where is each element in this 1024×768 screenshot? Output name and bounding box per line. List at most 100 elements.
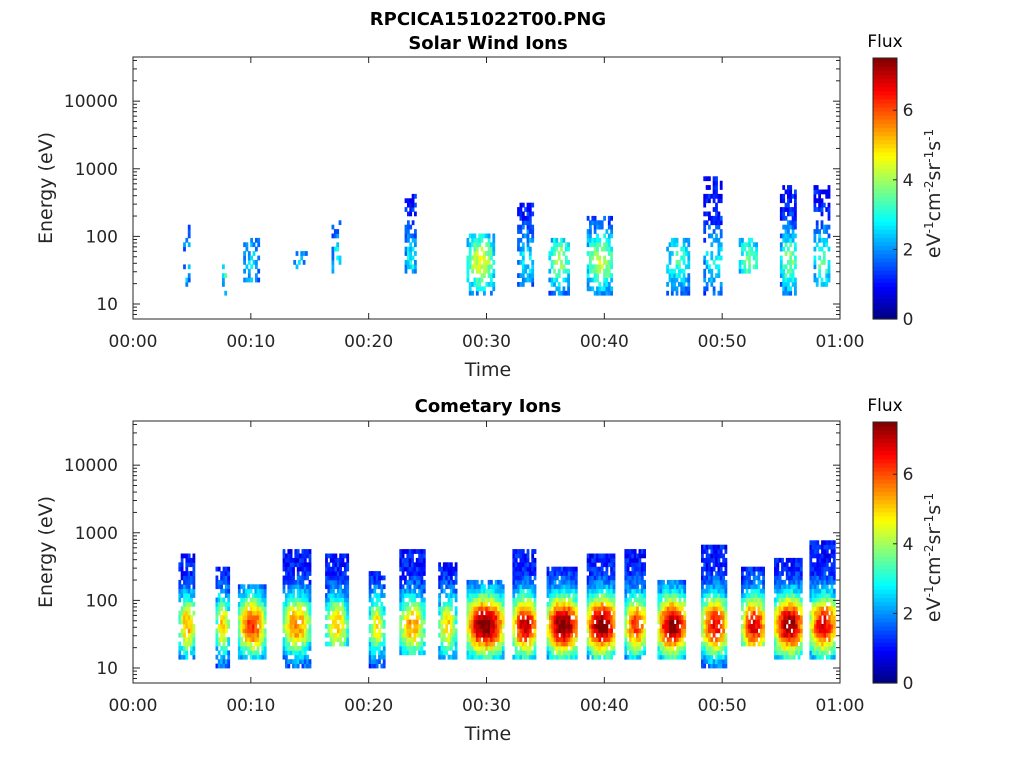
flux-cell — [490, 610, 493, 616]
flux-cell — [533, 601, 537, 607]
flux-cell — [825, 584, 829, 590]
colorbar-segment — [873, 249, 897, 255]
flux-cell — [820, 224, 824, 230]
flux-cell — [517, 282, 520, 287]
flux-cell — [346, 575, 350, 581]
flux-cell — [263, 593, 267, 598]
flux-cell — [454, 579, 458, 585]
flux-cell — [336, 571, 340, 576]
flux-cell — [778, 606, 782, 612]
flux-cell — [336, 557, 340, 563]
flux-cell — [483, 290, 486, 296]
flux-cell — [404, 237, 408, 243]
flux-cell — [610, 601, 613, 607]
flux-cell — [325, 562, 328, 568]
flux-cell — [409, 264, 413, 270]
flux-cell — [524, 575, 527, 581]
flux-cell — [701, 584, 704, 590]
flux-cell — [719, 553, 723, 559]
flux-cell — [563, 610, 566, 616]
flux-cell — [473, 255, 477, 261]
flux-cell — [490, 601, 493, 607]
flux-cell — [418, 593, 421, 598]
flux-cell — [558, 641, 562, 647]
flux-cell — [526, 615, 530, 620]
flux-cell — [447, 646, 451, 651]
flux-cell — [799, 597, 803, 603]
flux-cell — [252, 260, 256, 265]
flux-cell — [255, 260, 258, 265]
flux-cell — [636, 562, 639, 568]
flux-cell — [797, 624, 801, 629]
flux-cell — [556, 610, 559, 616]
flux-cell — [375, 610, 379, 616]
flux-cell — [785, 610, 789, 616]
flux-cell — [531, 615, 535, 620]
flux-cell — [815, 282, 819, 287]
flux-cell — [586, 610, 590, 616]
flux-cell — [820, 282, 824, 287]
flux-cell — [292, 557, 295, 563]
flux-cell — [717, 251, 721, 256]
flux-cell — [289, 637, 293, 642]
flux-cell — [757, 593, 761, 598]
flux-cell — [745, 242, 749, 248]
flux-cell — [743, 584, 747, 590]
flux-cell — [519, 273, 523, 278]
flux-cell — [799, 624, 803, 629]
flux-cell — [591, 584, 595, 590]
flux-cell — [603, 277, 606, 283]
flux-cell — [712, 597, 716, 603]
flux-cell — [567, 610, 571, 616]
flux-cell — [605, 619, 609, 625]
flux-cell — [574, 637, 578, 642]
flux-cell — [705, 624, 709, 629]
flux-cell — [748, 601, 751, 607]
flux-cell — [708, 553, 711, 559]
flux-cell — [567, 268, 570, 274]
flux-cell — [712, 650, 716, 656]
flux-cell — [371, 588, 374, 594]
flux-cell — [818, 237, 821, 243]
flux-cell — [743, 566, 747, 572]
flux-cell — [705, 220, 709, 226]
flux-cell — [556, 575, 559, 581]
flux-cell — [586, 601, 590, 607]
flux-cell — [818, 624, 822, 629]
flux-cell — [789, 260, 793, 265]
flux-cell — [811, 619, 815, 625]
flux-cell — [526, 202, 530, 208]
flux-cell — [521, 277, 525, 283]
flux-cell — [624, 650, 628, 656]
flux-cell — [242, 584, 246, 590]
flux-cell — [187, 579, 191, 585]
flux-cell — [329, 566, 333, 572]
flux-cell — [399, 624, 403, 629]
flux-cell — [487, 584, 491, 590]
flux-cell — [533, 637, 537, 642]
flux-cell — [292, 619, 295, 625]
flux-cell — [598, 571, 602, 576]
flux-cell — [556, 637, 559, 642]
flux-cell — [708, 193, 711, 199]
flux-cell — [418, 557, 421, 563]
flux-cell — [334, 632, 338, 638]
flux-cell — [528, 615, 532, 620]
flux-cell — [818, 189, 821, 195]
flux-cell — [776, 579, 780, 585]
flux-cell — [249, 610, 253, 616]
flux-cell — [712, 549, 716, 554]
flux-cell — [308, 624, 312, 629]
flux-cell — [490, 641, 493, 647]
flux-cell — [240, 597, 243, 603]
flux-cell — [574, 632, 578, 638]
flux-cell — [480, 628, 484, 634]
flux-cell — [678, 597, 682, 603]
flux-cell — [224, 601, 228, 607]
flux-cell — [414, 251, 417, 256]
flux-cell — [287, 579, 291, 585]
flux-cell — [325, 575, 328, 581]
flux-cell — [447, 593, 451, 598]
flux-cell — [572, 628, 576, 634]
flux-cell — [553, 290, 556, 296]
